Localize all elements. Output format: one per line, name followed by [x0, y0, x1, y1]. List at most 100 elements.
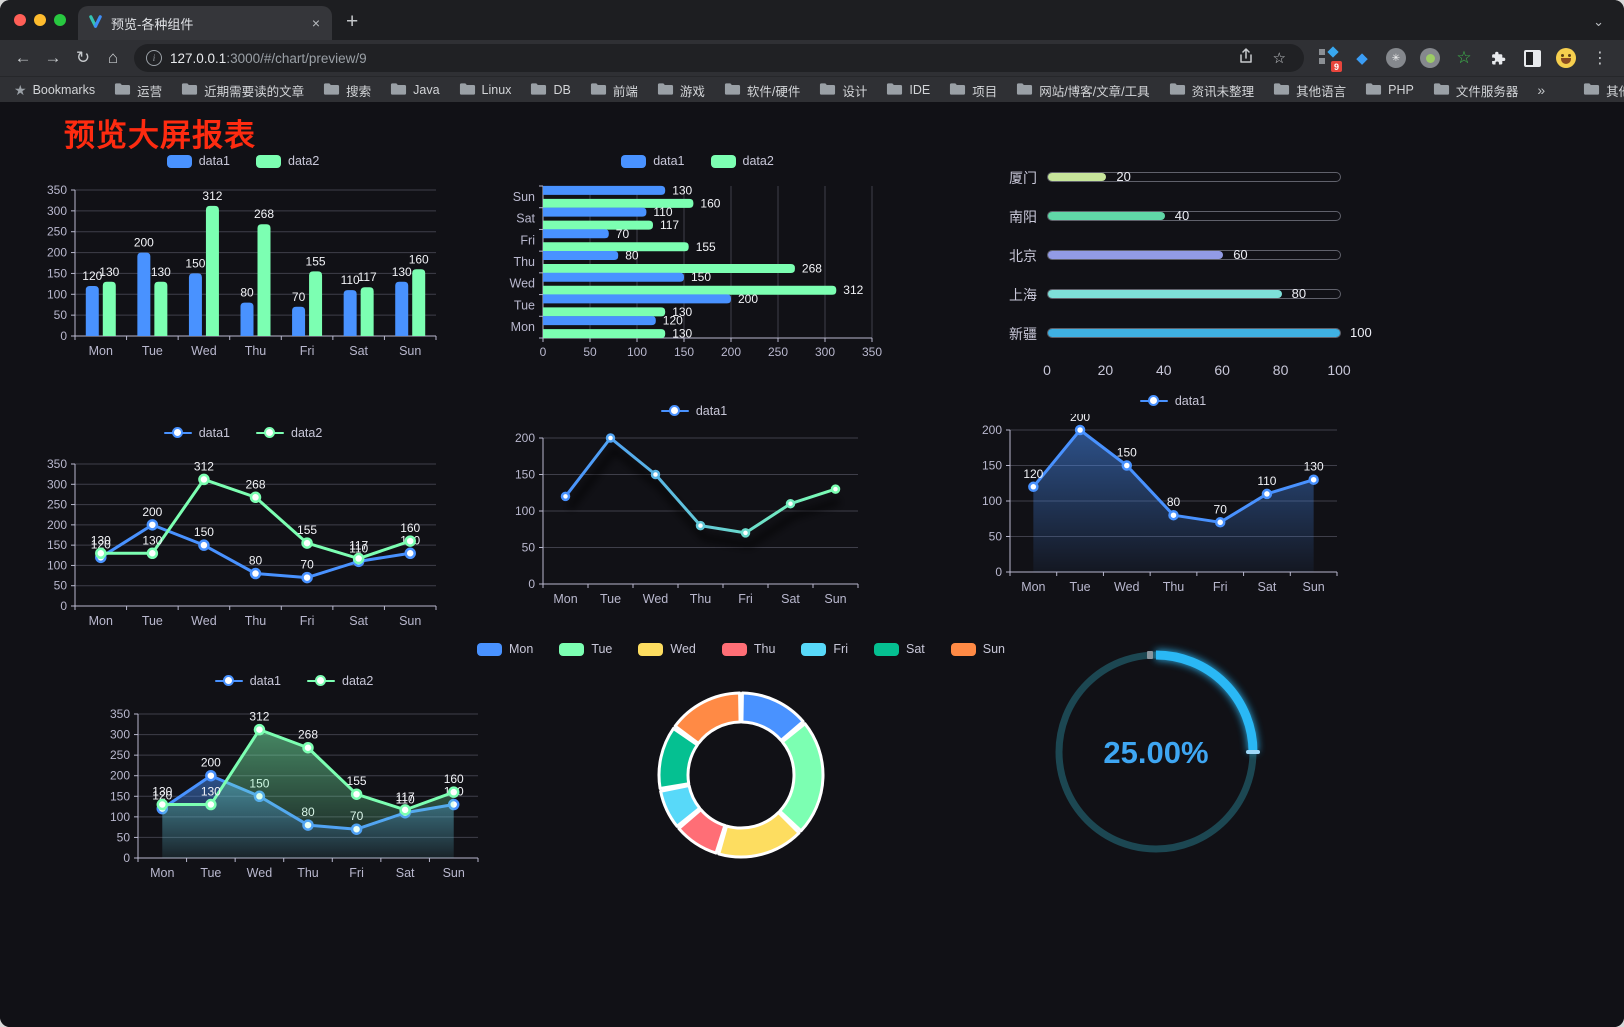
browser-menu-icon[interactable]: ⋮ [1592, 50, 1608, 67]
folder-icon [657, 82, 674, 99]
bookmark-item[interactable]: Java [390, 82, 440, 99]
horizontal-bar-chart[interactable]: data1 data2 0 50 100 150 200 250 300 350 Sun 130 160… [505, 148, 890, 362]
bookmark-item[interactable]: Linux [459, 82, 511, 99]
chart-legend: data1 data2 [505, 148, 890, 174]
minimize-window-button[interactable] [34, 14, 46, 26]
extension-command-icon[interactable]: ✳ [1384, 46, 1408, 70]
legend-item[interactable]: data2 [710, 154, 774, 168]
bookmark-item[interactable]: 近期需要读的文章 [181, 81, 304, 100]
legend-item[interactable]: data1 [163, 426, 230, 440]
emoji-extension-icon[interactable] [1554, 46, 1578, 70]
legend-item[interactable]: data1 [1139, 394, 1206, 408]
gradient-line-chart[interactable]: data1 0 50 100 150 200 Mon Tue Wed Thu Fri Sat Sun [498, 398, 890, 610]
tab-search-chevron-icon[interactable]: ⌄ [1593, 14, 1604, 29]
line-chart-canvas[interactable]: 0 50 100 150 200 Mon Tue Wed Thu Fri Sat Sun [498, 424, 890, 610]
svg-text:50: 50 [117, 830, 131, 844]
bookmark-item[interactable]: DB [530, 82, 571, 99]
new-tab-button[interactable]: + [346, 10, 359, 33]
back-button[interactable]: ← [14, 48, 32, 67]
svg-text:200: 200 [982, 423, 1002, 437]
progress-value: 20 [1116, 169, 1131, 184]
legend-item[interactable]: Sat [874, 642, 925, 656]
bookmark-star-icon[interactable]: ☆ [1272, 50, 1286, 67]
legend-item[interactable]: data1 [660, 404, 727, 418]
other-bookmarks-folder[interactable]: 其他书签 [1583, 81, 1624, 100]
maximize-window-button[interactable] [54, 14, 66, 26]
line-chart[interactable]: data1 data2 0 50 100 150 200 250 300 350 Mon Tue Wed… [38, 420, 448, 632]
bookmarks-manager[interactable]: ★ Bookmarks [14, 82, 95, 99]
bar-chart-canvas[interactable]: 0 50 100 150 200 250 300 350 Mon Tue Wed Thu Fri Sat S… [38, 174, 448, 362]
bookmark-item[interactable]: PHP [1365, 82, 1414, 99]
donut-chart[interactable]: Mon Tue Wed Thu Fri Sat Sun [476, 636, 1005, 888]
site-info-icon[interactable]: i [146, 50, 162, 66]
legend-item[interactable]: data1 [621, 154, 685, 168]
legend-swatch [721, 642, 747, 656]
legend-item[interactable]: data1 [166, 154, 230, 168]
svg-text:130: 130 [151, 265, 171, 279]
tab-close-icon[interactable]: × [311, 15, 320, 31]
close-window-button[interactable] [14, 14, 26, 26]
extension-grid-icon[interactable]: 9 [1316, 46, 1342, 72]
area-line-chart[interactable]: data1 0 50 100 150 200 Mon Tue Wed Thu Fri Sat Sun 12… [978, 388, 1368, 594]
svg-text:Tue: Tue [600, 592, 621, 606]
legend-item[interactable]: Fri [801, 642, 848, 656]
two-series-area-chart[interactable]: data1 data2 0 50 100 150 200 250 300 350 Mon Tue Wed… [98, 668, 490, 882]
svg-text:Wed: Wed [1114, 580, 1140, 594]
bookmark-item[interactable]: 搜索 [323, 81, 371, 100]
bookmark-item[interactable]: 资讯未整理 [1169, 81, 1254, 100]
donut-chart-canvas[interactable] [545, 662, 937, 888]
bookmark-item[interactable]: 其他语言 [1273, 81, 1346, 100]
legend-item[interactable]: data2 [256, 426, 322, 440]
folder-icon [886, 82, 903, 99]
bookmark-item[interactable]: IDE [886, 82, 930, 99]
progress-track [1047, 172, 1341, 182]
line-chart-canvas[interactable]: 0 50 100 150 200 Mon Tue Wed Thu Fri Sat Sun 120 200 1… [978, 414, 1368, 594]
svg-text:Mon: Mon [89, 614, 113, 628]
legend-item[interactable]: data2 [256, 154, 319, 168]
svg-text:100: 100 [47, 558, 67, 572]
svg-text:120: 120 [91, 537, 111, 551]
line-chart-canvas[interactable]: 0 50 100 150 200 250 300 350 Mon Tue Wed Thu Fri Sat S… [98, 694, 490, 882]
bookmark-item[interactable]: 文件服务器 [1433, 81, 1518, 100]
bookmark-item[interactable]: 运营 [114, 81, 162, 100]
bar-chart[interactable]: data1 data2 0 50 100 150 200 250 300 350 Mon Tue Wed… [38, 148, 448, 362]
legend-item[interactable]: data1 [214, 674, 281, 688]
legend-item[interactable]: Wed [638, 642, 696, 656]
bookmark-item[interactable]: 游戏 [657, 81, 705, 100]
legend-item[interactable]: Sun [950, 642, 1005, 656]
home-button[interactable]: ⌂ [107, 48, 119, 67]
address-bar[interactable]: i 127.0.0.1:3000/#/chart/preview/9 ☆ [134, 44, 1304, 72]
svg-text:70: 70 [1214, 502, 1228, 516]
gauge-chart[interactable]: 25.00% [1040, 636, 1370, 888]
extension-star-icon[interactable]: ☆ [1456, 48, 1472, 67]
bookmark-item[interactable]: 项目 [949, 81, 997, 100]
legend-item[interactable]: Mon [476, 642, 533, 656]
reading-list-icon[interactable] [1520, 46, 1544, 70]
bookmarks-overflow-chevron[interactable]: » [1537, 82, 1546, 98]
line-chart-canvas[interactable]: 0 50 100 150 200 250 300 350 Mon Tue Wed Thu Fri Sat S… [38, 446, 448, 632]
legend-item[interactable]: data2 [307, 674, 373, 688]
bookmark-item[interactable]: 网站/博客/文章/工具 [1016, 81, 1150, 100]
legend-item[interactable]: Tue [559, 642, 612, 656]
bookmark-item[interactable]: 软件/硬件 [724, 81, 800, 100]
share-icon[interactable] [1233, 48, 1259, 68]
folder-icon [819, 82, 836, 99]
svg-text:110: 110 [341, 273, 360, 287]
svg-text:0: 0 [995, 565, 1002, 579]
donut-segment-Mon [740, 691, 805, 742]
donut-segment-Thu [677, 808, 727, 855]
browser-tab[interactable]: 预览-各种组件 × [78, 6, 332, 40]
legend-item[interactable]: Thu [721, 642, 775, 656]
extension-gem-icon[interactable]: ◆ [1356, 50, 1368, 67]
extension-green-dot-icon[interactable] [1418, 46, 1442, 70]
reload-button[interactable]: ↻ [75, 48, 91, 67]
progress-bars-chart[interactable]: 厦门 20 南阳 40 北京 60 上海 80 新疆 100 0 20 40 60 80 100 [985, 156, 1377, 386]
progress-value: 100 [1350, 325, 1372, 340]
bookmark-item[interactable]: 前端 [590, 81, 638, 100]
extensions-puzzle-icon[interactable] [1486, 46, 1510, 70]
forward-button[interactable]: → [44, 48, 62, 67]
bookmark-item[interactable]: 设计 [819, 81, 867, 100]
axis-tick-label: 80 [1272, 362, 1289, 378]
gauge-chart-canvas[interactable]: 25.00% [1040, 636, 1370, 888]
